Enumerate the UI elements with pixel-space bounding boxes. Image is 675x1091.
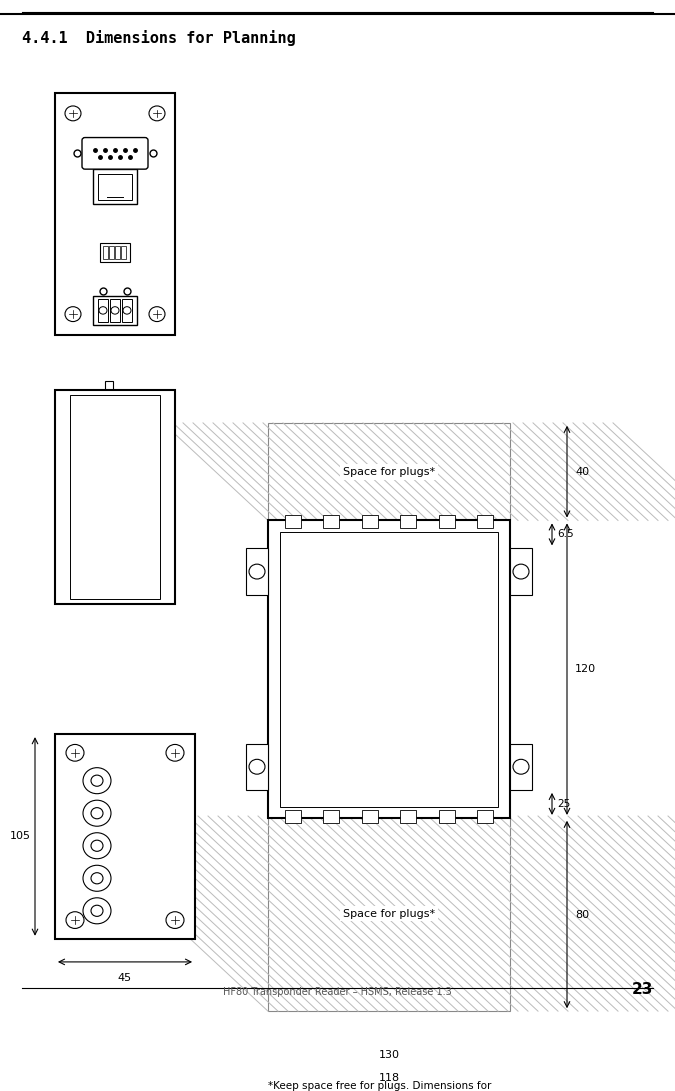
Text: 80: 80: [575, 910, 589, 920]
Bar: [510, 743, 532, 790]
Text: 45: 45: [118, 973, 132, 983]
Text: 105: 105: [10, 831, 31, 841]
Text: 130: 130: [379, 1051, 400, 1060]
Bar: [268, 423, 510, 520]
Bar: [100, 243, 130, 262]
Text: 120: 120: [575, 664, 596, 674]
Bar: [400, 515, 416, 528]
Text: Space for plugs*: Space for plugs*: [343, 467, 435, 477]
Bar: [285, 515, 301, 528]
Text: 40: 40: [575, 467, 589, 477]
Bar: [55, 391, 175, 604]
Text: 6.5: 6.5: [557, 529, 574, 539]
Bar: [323, 515, 340, 528]
Bar: [93, 296, 137, 325]
Bar: [98, 173, 132, 200]
Bar: [115, 247, 120, 260]
Bar: [268, 816, 510, 1011]
Bar: [477, 515, 493, 528]
Bar: [70, 395, 160, 599]
Bar: [362, 811, 378, 824]
Text: *Keep space free for plugs. Dimensions for
straight cable plugs.: *Keep space free for plugs. Dimensions f…: [268, 1081, 491, 1091]
Bar: [109, 247, 114, 260]
Bar: [246, 743, 268, 790]
Bar: [268, 520, 510, 818]
Bar: [323, 811, 340, 824]
Text: 118: 118: [379, 1074, 400, 1083]
Bar: [285, 811, 301, 824]
FancyBboxPatch shape: [82, 137, 148, 169]
Bar: [439, 811, 454, 824]
Bar: [280, 531, 498, 806]
Bar: [110, 299, 120, 322]
Bar: [246, 549, 268, 595]
Bar: [93, 169, 137, 204]
Text: HF80 Transponder Reader – HSMS, Release 1.3: HF80 Transponder Reader – HSMS, Release …: [223, 987, 452, 997]
Text: 23: 23: [632, 982, 653, 997]
Text: 4.4.1  Dimensions for Planning: 4.4.1 Dimensions for Planning: [22, 29, 296, 46]
Text: 25: 25: [557, 799, 570, 808]
Bar: [55, 734, 195, 938]
Bar: [362, 515, 378, 528]
Bar: [439, 515, 454, 528]
Bar: [103, 247, 108, 260]
Bar: [121, 247, 126, 260]
Bar: [105, 381, 113, 391]
Bar: [400, 811, 416, 824]
Bar: [122, 299, 132, 322]
Bar: [98, 299, 108, 322]
Bar: [55, 93, 175, 335]
Bar: [477, 811, 493, 824]
Text: Space for plugs*: Space for plugs*: [343, 909, 435, 919]
Bar: [510, 549, 532, 595]
